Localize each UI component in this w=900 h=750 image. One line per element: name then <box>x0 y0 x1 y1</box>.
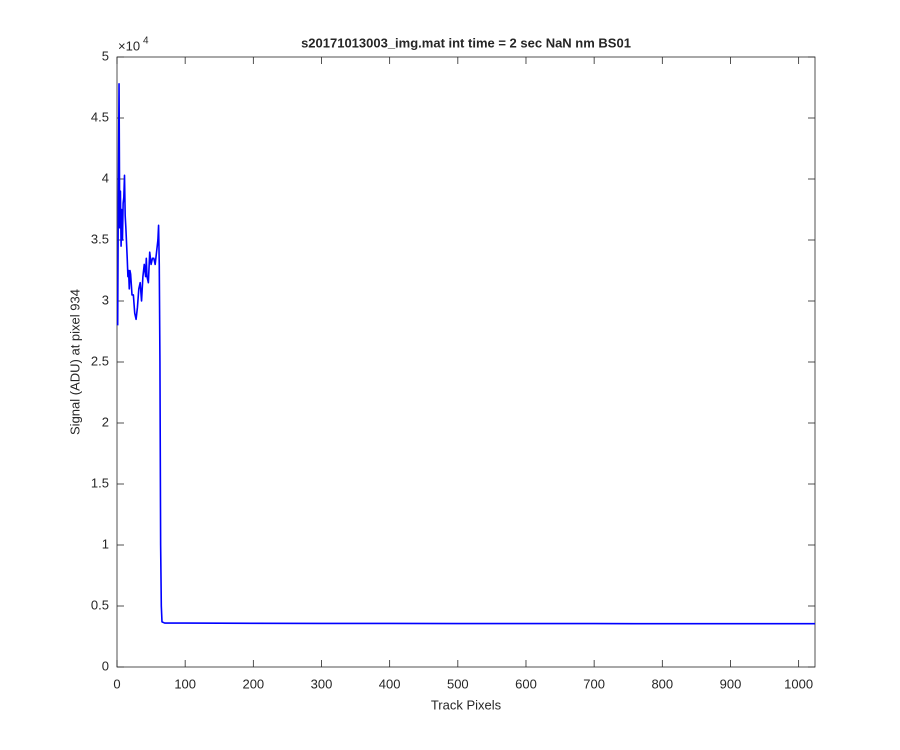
y-tick-label: 3 <box>102 292 109 307</box>
y-tick-label: 2 <box>102 414 109 429</box>
y-tick-label: 2.5 <box>91 353 109 368</box>
y-tick-label: 1 <box>102 536 109 551</box>
y-tick-label: 5 <box>102 48 109 63</box>
x-tick-label: 300 <box>311 676 333 691</box>
x-tick-label: 600 <box>515 676 537 691</box>
x-tick-label: 1000 <box>784 676 813 691</box>
x-tick-label: 900 <box>720 676 742 691</box>
y-axis-label: Signal (ADU) at pixel 934 <box>67 289 82 435</box>
y-tick-label: 4.5 <box>91 109 109 124</box>
x-axis-label: Track Pixels <box>431 697 502 712</box>
y-multiplier: ×10 <box>118 38 140 53</box>
y-tick-label: 0 <box>102 658 109 673</box>
x-tick-label: 400 <box>379 676 401 691</box>
y-tick-label: 0.5 <box>91 597 109 612</box>
y-tick-label: 4 <box>102 170 109 185</box>
y-multiplier-exponent: 4 <box>143 36 149 47</box>
x-tick-label: 800 <box>651 676 673 691</box>
x-tick-label: 700 <box>583 676 605 691</box>
chart-title: s20171013003_img.mat int time = 2 sec Na… <box>301 35 631 50</box>
y-tick-label: 1.5 <box>91 475 109 490</box>
x-tick-label: 0 <box>113 676 120 691</box>
x-tick-label: 500 <box>447 676 469 691</box>
x-tick-label: 200 <box>242 676 264 691</box>
x-tick-label: 100 <box>174 676 196 691</box>
data-line <box>116 83 815 625</box>
y-tick-label: 3.5 <box>91 231 109 246</box>
